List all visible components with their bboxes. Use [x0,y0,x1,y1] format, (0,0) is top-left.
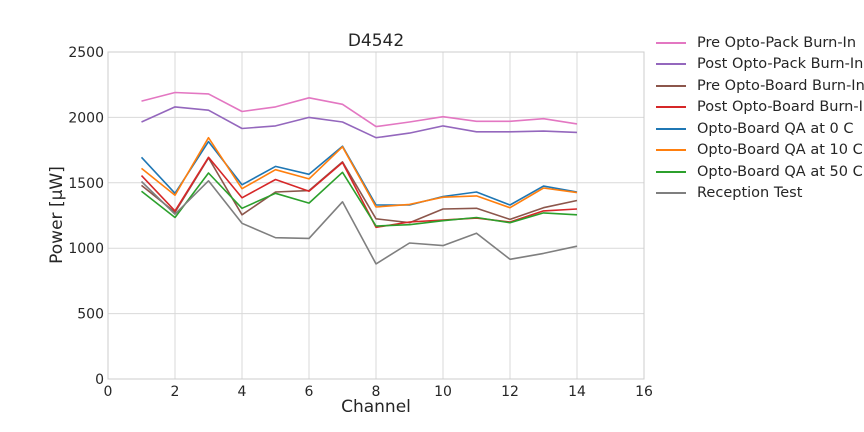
legend-item-post-opto-pack-burn-in: Post Opto-Pack Burn-In [656,54,864,76]
y-tick-label: 2000 [68,110,104,126]
series-lines [140,91,578,265]
x-tick-label: 16 [635,384,653,400]
x-axis-label: Channel [341,397,411,417]
series-line-reception-test [140,180,578,265]
x-tick-label: 10 [434,384,452,400]
legend-label: Opto-Board QA at 10 C [697,142,863,159]
legend-item-post-opto-board-burn-in: Post Opto-Board Burn-In [656,97,864,119]
legend-swatch [656,127,686,130]
legend-item-reception-test: Reception Test [656,183,864,205]
chart-title: D4542 [348,31,404,51]
legend-label: Opto-Board QA at 0 C [697,120,854,137]
legend: Pre Opto-Pack Burn-In Post Opto-Pack Burn… [656,32,864,204]
y-tick-label: 500 [77,307,104,323]
legend-swatch [656,106,686,109]
legend-label: Pre Opto-Pack Burn-In [697,34,857,51]
y-tick-label: 1500 [68,176,104,192]
series-line-opto-board-qa-at-50-c [141,171,578,227]
series-line-opto-board-qa-at-10-c [141,136,578,209]
legend-item-pre-opto-board-burn-in: Pre Opto-Board Burn-In [656,75,864,97]
series-line-post-opto-pack-burn-in [141,106,578,139]
legend-swatch [656,84,686,87]
legend-swatch [656,192,686,195]
legend-swatch [656,63,686,66]
legend-item-opto-board-qa-at-10-c: Opto-Board QA at 10 C [656,140,864,162]
x-tick-label: 2 [171,384,180,400]
y-tick-label: 1000 [68,241,104,257]
y-axis-label: Power [μW] [47,166,67,264]
legend-item-opto-board-qa-at-0-c: Opto-Board QA at 0 C [656,118,864,140]
legend-label: Post Opto-Pack Burn-In [697,56,864,73]
legend-item-pre-opto-pack-burn-in: Pre Opto-Pack Burn-In [656,32,864,54]
series-line-pre-opto-pack-burn-in [141,91,578,128]
x-tick-label: 0 [104,384,113,400]
x-tick-label: 6 [305,384,314,400]
y-tick-label: 2500 [68,45,104,61]
plot-area [107,51,645,380]
x-tick-label: 8 [372,384,381,400]
y-tick-labels: 0 500 1000 1500 2000 2500 [68,45,104,388]
x-tick-label: 4 [238,384,247,400]
legend-swatch [656,41,686,44]
legend-label: Opto-Board QA at 50 C [697,163,863,180]
x-tick-labels: 0 2 4 6 8 10 12 14 16 [104,384,653,400]
legend-swatch [656,149,686,152]
series-line-post-opto-board-burn-in [140,156,578,229]
legend-swatch [656,170,686,173]
series-line-pre-opto-board-burn-in [141,157,578,224]
legend-label: Post Opto-Board Burn-In [697,99,864,116]
x-tick-label: 12 [501,384,519,400]
legend-label: Pre Opto-Board Burn-In [697,77,864,94]
legend-label: Reception Test [697,185,803,202]
grid [107,51,645,380]
y-tick-label: 0 [95,372,104,388]
x-tick-label: 14 [568,384,586,400]
legend-item-opto-board-qa-at-50-c: Opto-Board QA at 50 C [656,161,864,183]
